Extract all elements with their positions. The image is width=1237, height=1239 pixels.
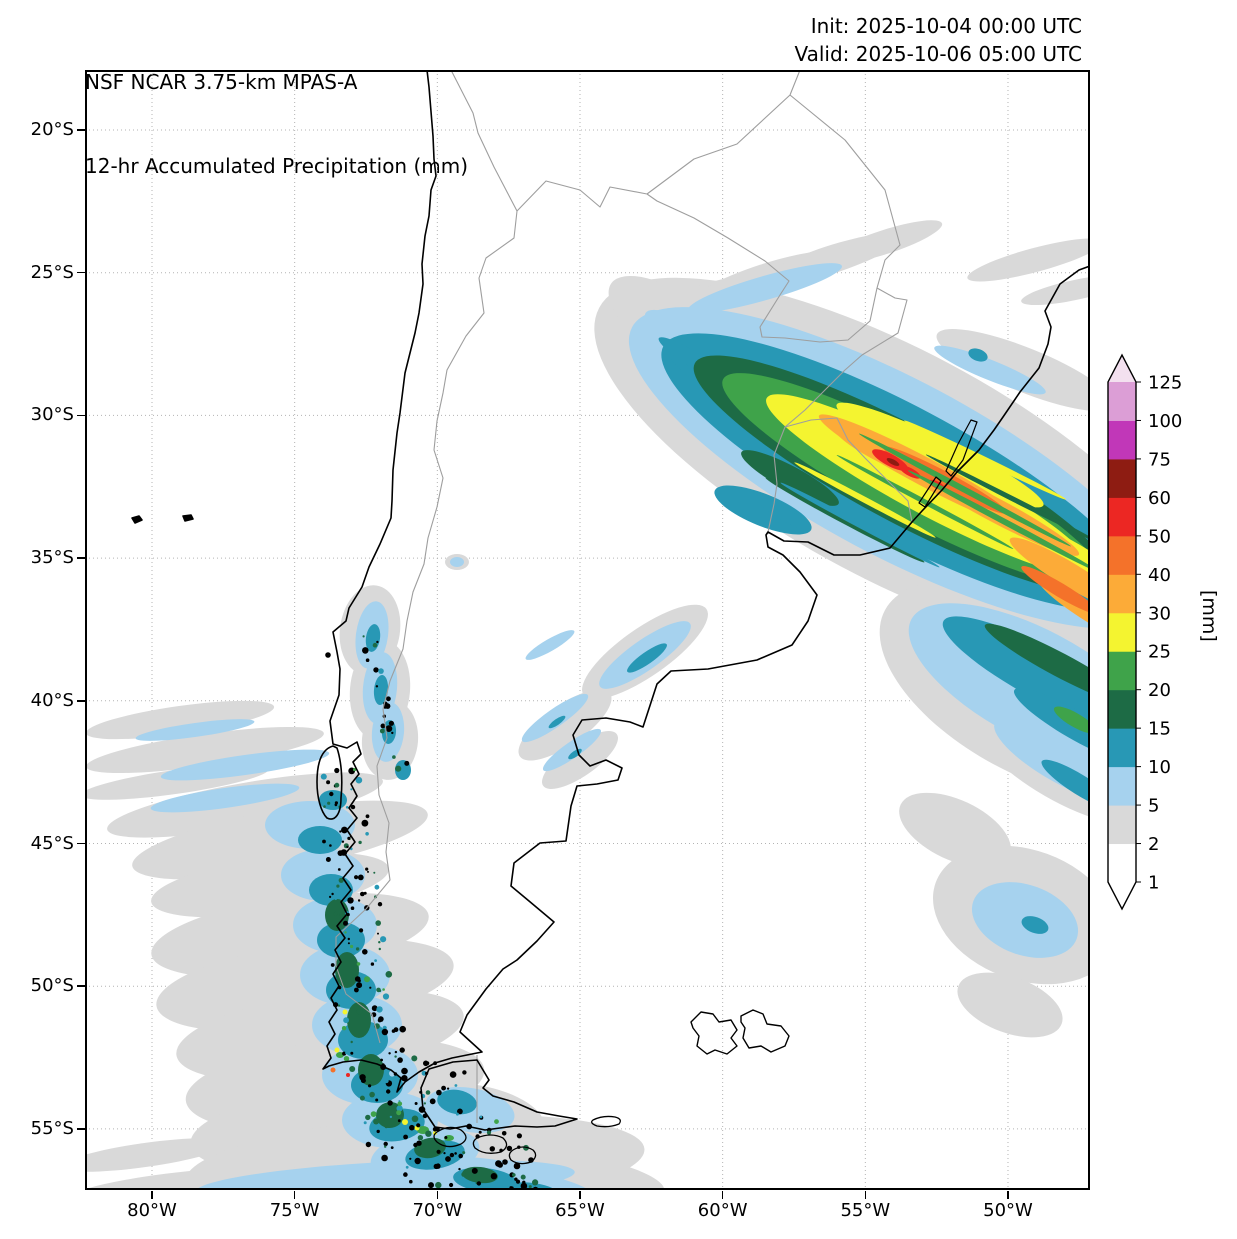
lon-tick-label: 70°W	[412, 1200, 463, 1221]
isla-de-los-estados	[591, 1115, 621, 1128]
lat-tick-mark	[77, 1128, 85, 1130]
init-time: Init: 2025-10-04 00:00 UTC	[810, 14, 1082, 38]
lat-tick-label: 25°S	[30, 261, 74, 283]
colorbar-unit-label: [mm]	[1198, 590, 1220, 642]
plot-title: 12-hr Accumulated Precipitation (mm)	[85, 154, 469, 178]
lat-tick-mark	[77, 129, 85, 131]
mainland-coastline	[322, 70, 1090, 1093]
lat-tick-label: 30°S	[30, 404, 74, 426]
colorbar-tick-label: 60	[1148, 488, 1171, 509]
colorbar-tick-label: 10	[1148, 757, 1171, 778]
lat-tick-mark	[77, 985, 85, 987]
lon-tick-label: 65°W	[555, 1200, 605, 1221]
colorbar-tick-label: 5	[1148, 796, 1159, 817]
cape-horn-islet	[513, 1162, 521, 1170]
tierra-del-fuego	[420, 1059, 578, 1131]
lon-tick-mark	[436, 1191, 439, 1199]
colorbar-tick-label: 1	[1148, 873, 1159, 894]
lon-tick-label: 75°W	[269, 1200, 320, 1221]
colorbar-tick-label: 40	[1148, 565, 1171, 586]
chiloe-island	[316, 745, 343, 820]
lat-tick-mark	[77, 271, 85, 274]
map-border-frame	[85, 70, 1090, 1190]
lon-tick-mark	[293, 1191, 296, 1199]
lon-tick-label: 60°W	[697, 1200, 748, 1221]
precip-field	[85, 220, 1090, 1190]
colorbar-tick-label: 15	[1148, 719, 1171, 740]
lon-tick-label: 50°W	[983, 1200, 1033, 1221]
coastlines	[131, 70, 1090, 1170]
lon-tick-mark	[1007, 1191, 1009, 1199]
lat-tick-label: 50°S	[30, 975, 74, 997]
title-block: NSF NCAR 3.75-km MPAS-A 12-hr Accumulate…	[85, 12, 468, 236]
colorbar-tick-label: 125	[1148, 373, 1182, 394]
lat-tick-label: 45°S	[30, 832, 74, 854]
lon-tick-label: 55°W	[840, 1200, 891, 1221]
lat-tick-label: 20°S	[30, 119, 74, 140]
map-plot	[85, 70, 1090, 1190]
colorbar-tick-label: 75	[1148, 449, 1171, 470]
lat-tick-label: 35°S	[30, 547, 74, 569]
lat-tick-mark	[77, 700, 85, 702]
mocha-island	[325, 652, 331, 658]
colorbar-tick-label: 2	[1148, 834, 1159, 855]
valid-time: Valid: 2025-10-06 05:00 UTC	[794, 42, 1082, 66]
colorbar-tick-label: 25	[1148, 642, 1171, 663]
colorbar-tick-label: 100	[1148, 411, 1182, 432]
lat-tick-mark	[77, 414, 85, 417]
pacific-islet-west	[131, 515, 143, 524]
lon-tick-mark	[721, 1191, 724, 1199]
lon-tick-mark	[864, 1191, 867, 1199]
lat-tick-mark	[77, 842, 85, 845]
lat-tick-mark	[77, 557, 85, 559]
lagoa-mirim	[918, 476, 942, 508]
falkland-east	[740, 1009, 790, 1053]
valid-time-block: Init: 2025-10-04 00:00 UTC Valid: 2025-1…	[600, 12, 1082, 68]
falkland-west	[690, 1011, 738, 1055]
colorbar: 125 100 75 60 50 40 30 25 20 15 10 5 2 1	[1107, 353, 1182, 911]
colorbar-tick-label: 20	[1148, 680, 1171, 701]
lat-tick-label: 55°S	[30, 1117, 74, 1139]
lat-tick-label: 40°S	[30, 689, 74, 711]
colorbar-tick-label: 50	[1148, 526, 1171, 547]
lon-tick-label: 80°W	[127, 1200, 177, 1221]
lon-tick-mark	[151, 1191, 153, 1199]
pacific-islet-east	[182, 514, 194, 522]
colorbar-tick-label: 30	[1148, 603, 1171, 624]
map-panel	[85, 70, 1090, 1190]
lagoa-dos-patos	[945, 419, 978, 477]
lon-tick-mark	[579, 1191, 581, 1199]
national-borders	[335, 70, 913, 1123]
